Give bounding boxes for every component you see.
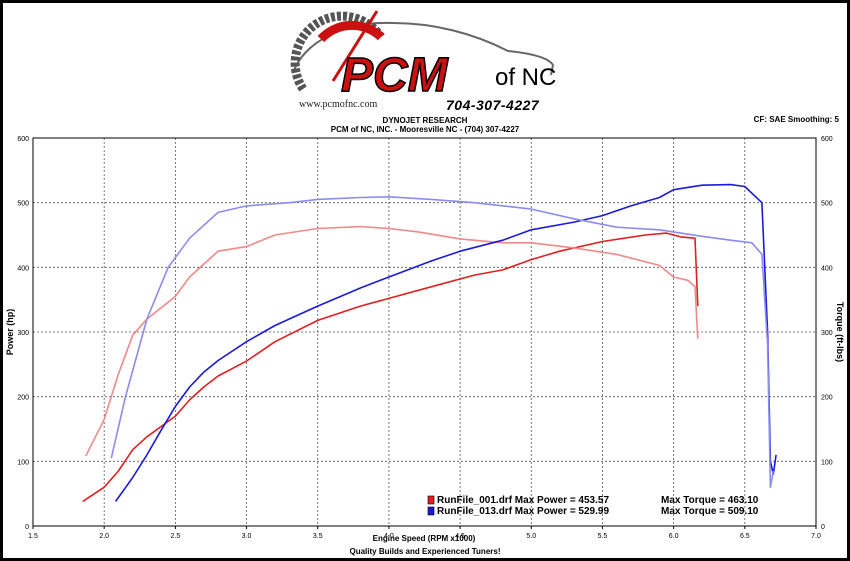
plot-grid <box>33 138 816 526</box>
y-tick-label-right: 200 <box>821 395 833 402</box>
y-tick-label-right: 0 <box>821 524 825 531</box>
logo-phone: 704-307-4227 <box>446 97 540 113</box>
x-tick-label: 6.5 <box>740 533 750 540</box>
x-tick-label: 3.0 <box>242 533 252 540</box>
logo-suffix: of NC <box>495 64 556 91</box>
logo-gauge-needle <box>331 10 379 82</box>
x-tick-label: 2.5 <box>170 533 180 540</box>
plot-area-border <box>32 137 817 527</box>
dyno-plot: 1.5 2.0 2.5 3.0 3.5 4.0 4.5 5.0 5.5 6.0 6.5 7.00 010… <box>5 136 845 543</box>
legend-swatch <box>427 495 435 505</box>
y-tick-label-right: 400 <box>821 265 833 272</box>
plot-series <box>82 183 777 503</box>
y-tick-label-left: 300 <box>17 330 29 337</box>
pcm-logo: PCM of NC <box>290 10 556 103</box>
y-tick-label-right: 500 <box>821 201 833 208</box>
series-line-run-001-torque <box>84 225 699 457</box>
x-tick-label: 7.0 <box>811 533 821 540</box>
y-tick-label-left: 400 <box>17 265 29 272</box>
chart-subtitle-2: PCM of NC, INC. - Mooresville NC - (704)… <box>330 125 520 134</box>
axis-ticks: 1.5 2.0 2.5 3.0 3.5 4.0 4.5 5.0 5.5 6.0 6.5 7.00 010… <box>17 136 832 540</box>
logo-website: www.pcmofnc.com <box>299 99 378 110</box>
y-tick-label-left: 200 <box>17 395 29 402</box>
x-tick-label: 4.5 <box>455 533 465 540</box>
y-axis-label-left: Power (hp) <box>5 309 15 356</box>
y-tick-label-right: 600 <box>821 136 833 143</box>
logo-brand: PCM <box>341 49 449 102</box>
logo-gauge-arc <box>290 11 385 92</box>
legend-entry-torque: Max Torque = 463.10 <box>661 495 759 506</box>
legend-entry-power: RunFile_001.drf Max Power = 453.57 <box>437 495 609 506</box>
logo-gauge-red <box>317 20 385 43</box>
x-tick-label: 5.5 <box>598 533 608 540</box>
dyno-chart-page: PCM of NC www.pcmofnc.com 704-307-4227 C… <box>3 3 847 558</box>
chart-subtitle-1: DYNOJET RESEARCH <box>382 116 468 125</box>
x-tick-label: 1.5 <box>28 533 38 540</box>
correction-factor: CF: SAE Smoothing: 5 <box>753 115 839 124</box>
legend-swatch <box>427 506 435 516</box>
series-line-run-013-torque <box>110 196 775 489</box>
legend-entry-torque: Max Torque = 509.10 <box>661 506 759 517</box>
y-tick-label-left: 500 <box>17 201 29 208</box>
x-tick-label: 6.0 <box>669 533 679 540</box>
series-line-run-013-power <box>114 183 777 502</box>
x-tick-label: 2.0 <box>99 533 109 540</box>
y-tick-label-left: 100 <box>17 459 29 466</box>
legend-entry-power: RunFile_013.drf Max Power = 529.99 <box>437 506 609 517</box>
y-tick-label-left: 0 <box>25 524 29 531</box>
x-tick-label: 5.0 <box>526 533 536 540</box>
x-axis-label: Engine Speed (RPM x1000) <box>373 534 476 543</box>
y-tick-label-left: 600 <box>17 136 29 143</box>
chart-legend: RunFile_001.drf Max Power = 453.57 Max To… <box>427 495 759 517</box>
x-tick-label: 3.5 <box>313 533 323 540</box>
chart-tagline: Quality Builds and Experienced Tuners! <box>349 547 501 556</box>
y-tick-label-right: 100 <box>821 459 833 466</box>
y-axis-label-right: Torque (ft-lbs) <box>835 302 845 362</box>
series-line-run-001-power <box>82 232 699 503</box>
y-tick-label-right: 300 <box>821 330 833 337</box>
x-tick-label: 4.0 <box>384 533 394 540</box>
